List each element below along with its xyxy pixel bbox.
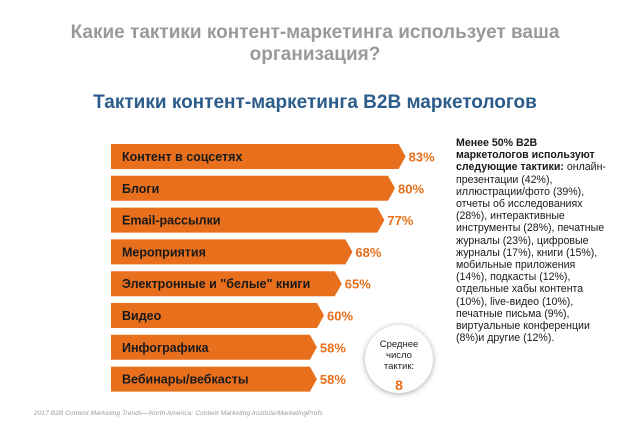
value-label-3: 77% [387,213,413,228]
bar-1 [111,144,406,169]
bar-8 [111,366,317,392]
bar-5 [111,271,342,297]
value-label-7: 58% [320,340,346,355]
note-lead: Менее 50% B2B маркетологов используют сл… [456,137,595,174]
bar-2 [111,175,395,201]
value-label-5: 65% [345,277,371,292]
chart-title: Тактики контент-маркетинга B2B маркетоло… [93,92,537,113]
value-label-2: 80% [398,181,424,196]
value-label-8: 58% [320,372,346,387]
tactics-note: Менее 50% B2B маркетологов используют сл… [456,137,606,344]
value-label-6: 60% [327,309,353,324]
note-body: онлайн-презентации (42%), иллюстрации/фо… [456,161,606,345]
value-label-1: 83% [409,150,435,165]
source-citation: 2017 B2B Content Marketing Trends—North … [34,410,323,417]
badge-value: 8 [395,377,403,393]
bar-3 [111,207,385,233]
category-label-4: Мероприятия [122,245,206,259]
bar-6 [111,303,324,328]
category-label-8: Вебинары/вебкасты [122,373,249,387]
bar-4 [111,239,353,265]
value-label-4: 68% [355,245,381,260]
category-label-2: Блоги [122,182,159,196]
category-label-7: Инфографика [122,341,210,355]
category-label-1: Контент в соцсетях [122,150,242,164]
category-label-5: Электронные и "белые" книги [122,277,310,291]
badge-label: Среднее число тактик: [379,339,419,372]
category-label-3: Email-рассылки [122,214,221,228]
average-tactics-badge: Среднее число тактик: 8 [365,325,433,393]
bar-7 [111,334,317,360]
survey-question: Какие тактики контент-маркетинга использ… [70,22,560,65]
category-label-6: Видео [122,309,162,323]
